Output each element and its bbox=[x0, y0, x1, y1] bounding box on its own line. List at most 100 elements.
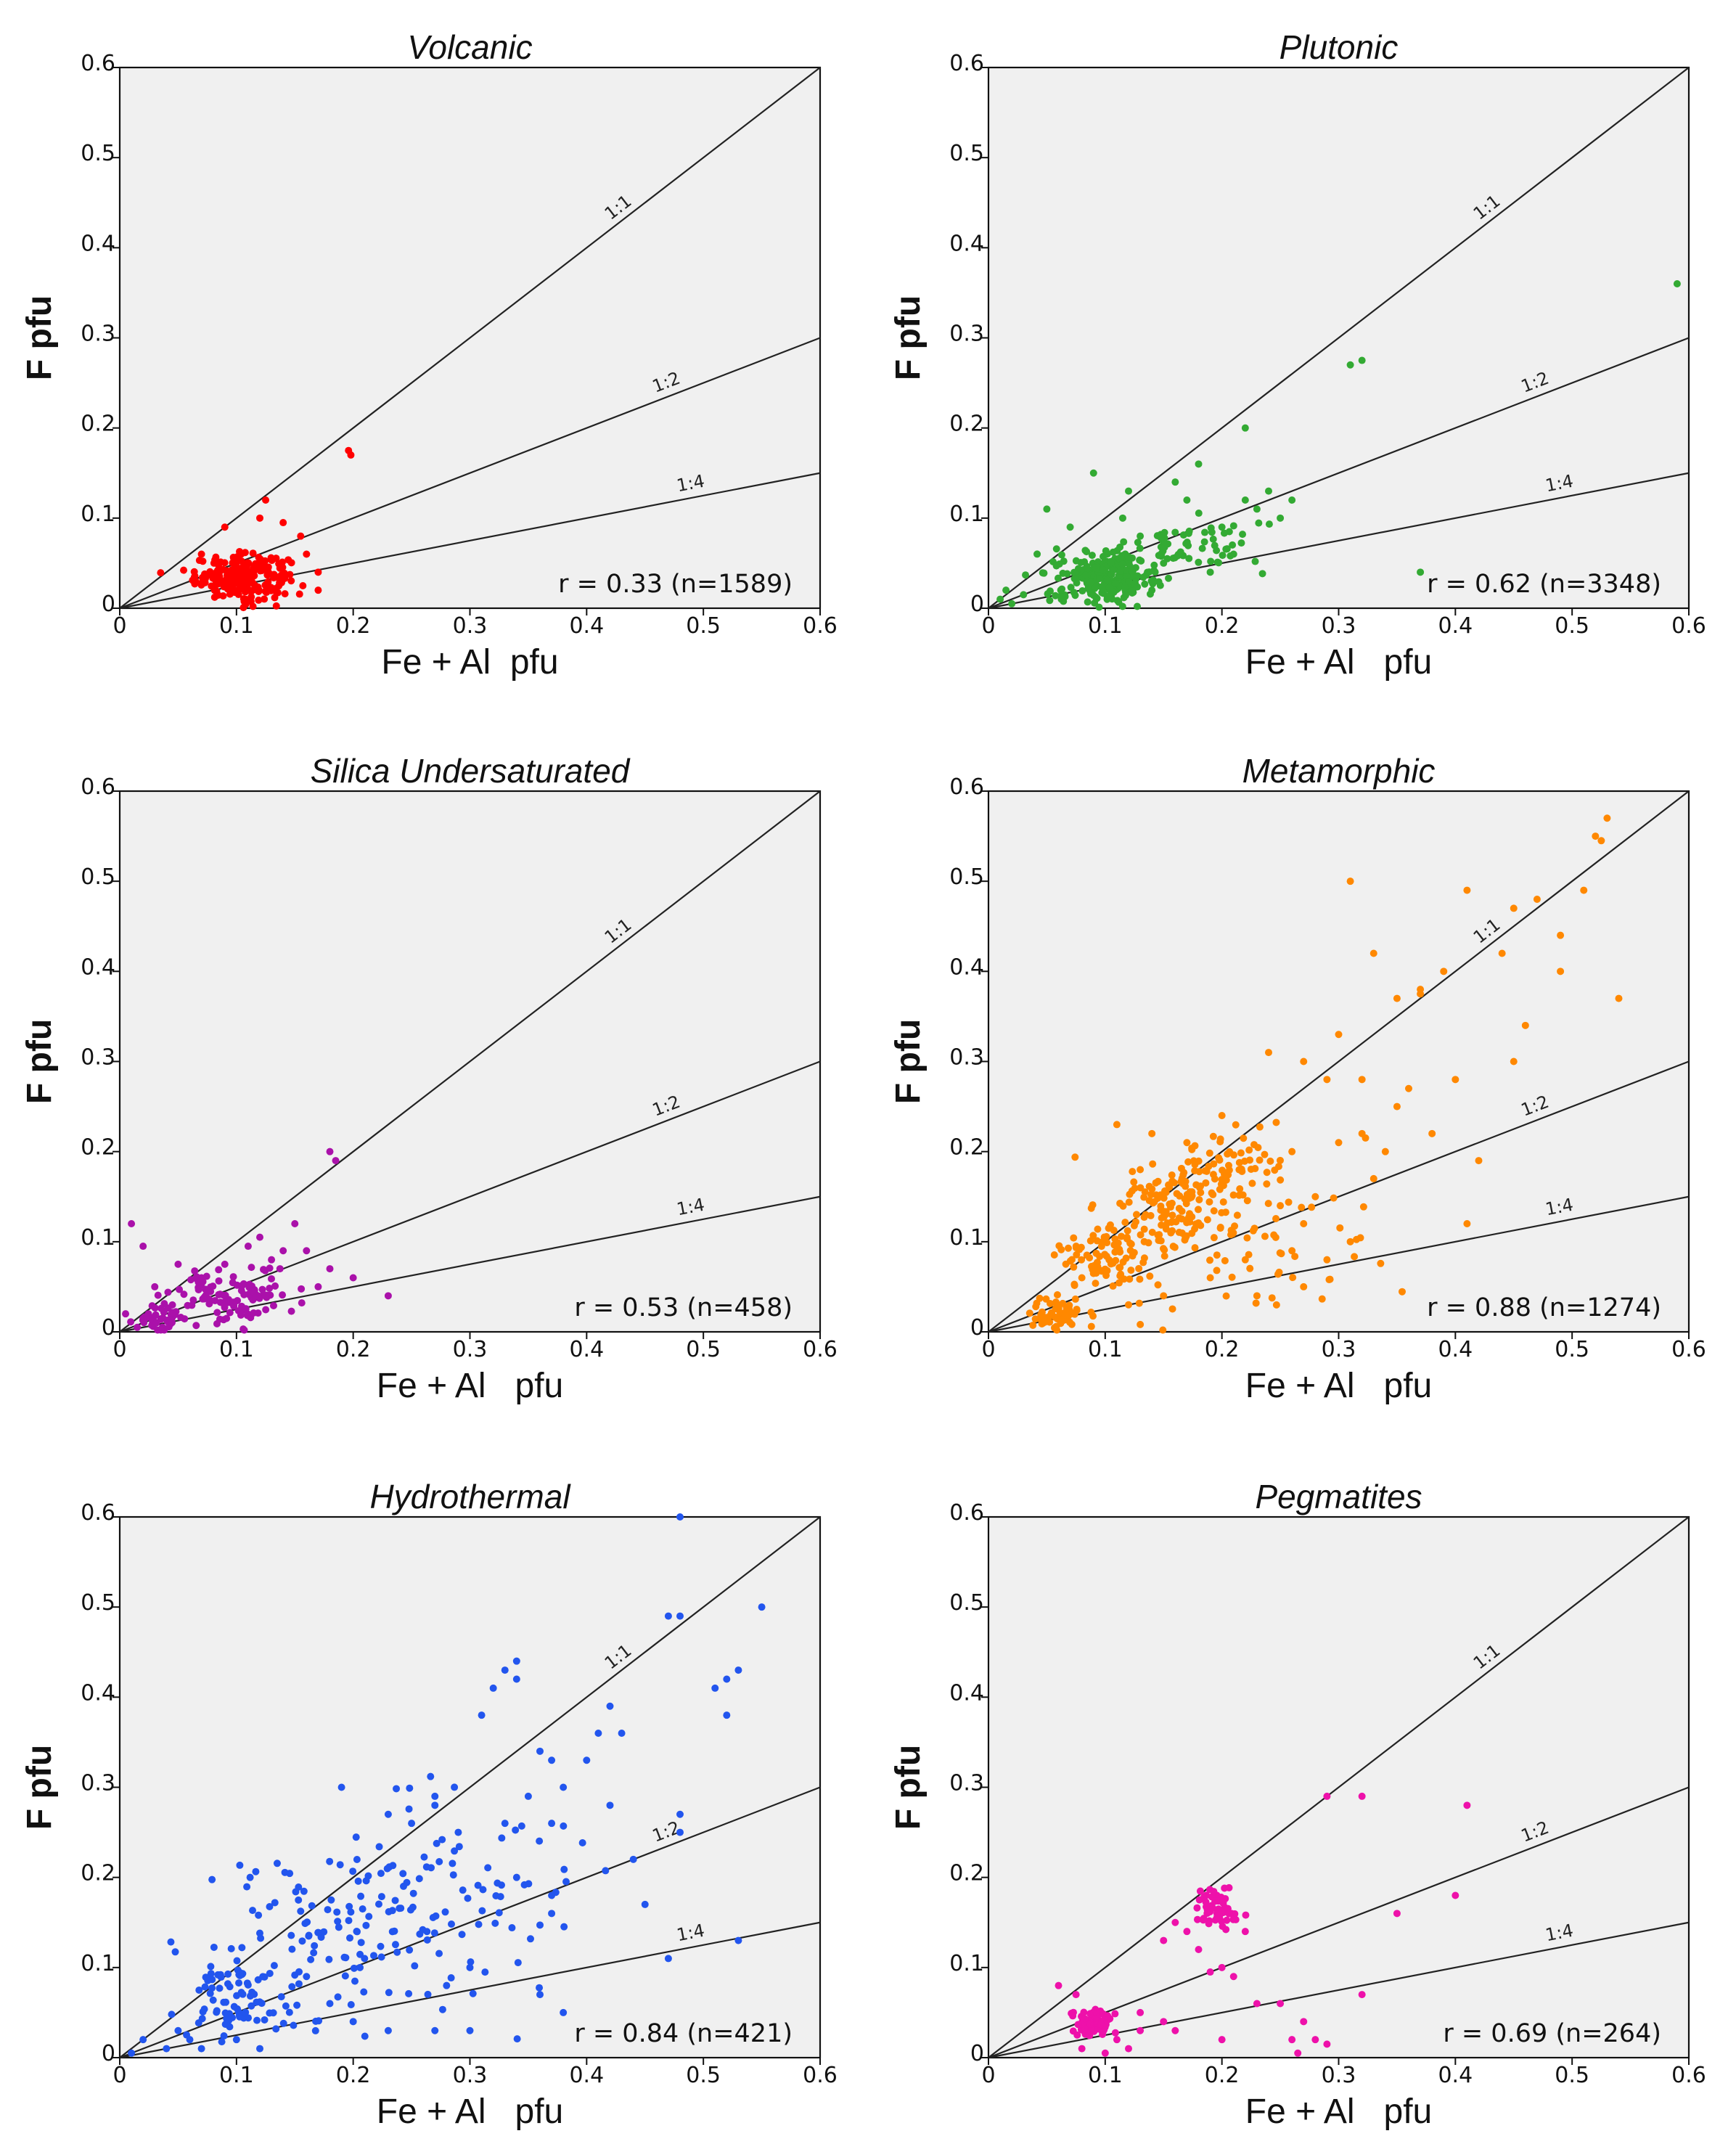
data-point bbox=[226, 590, 234, 598]
data-point bbox=[337, 1783, 345, 1791]
data-point bbox=[212, 553, 220, 561]
data-point bbox=[213, 587, 221, 595]
data-point bbox=[1160, 528, 1168, 536]
data-point bbox=[1121, 592, 1129, 600]
data-point bbox=[435, 1857, 443, 1865]
data-point bbox=[1125, 578, 1133, 586]
data-point bbox=[1463, 886, 1471, 894]
data-point bbox=[1229, 541, 1237, 549]
data-point bbox=[1150, 1198, 1158, 1206]
data-point bbox=[1369, 949, 1377, 957]
x-tick-label: 0.6 bbox=[1671, 613, 1706, 639]
data-point bbox=[1130, 1222, 1138, 1230]
data-point bbox=[210, 1943, 218, 1951]
data-point bbox=[1239, 531, 1247, 539]
data-point bbox=[1358, 1076, 1366, 1084]
x-tick-label: 0.2 bbox=[336, 1337, 371, 1362]
data-point bbox=[157, 1304, 165, 1312]
x-tick-label: 0.5 bbox=[1555, 613, 1589, 639]
data-point bbox=[1218, 1208, 1226, 1216]
data-point bbox=[1052, 1298, 1060, 1306]
data-point bbox=[1102, 1272, 1110, 1280]
data-point bbox=[180, 1290, 188, 1298]
data-point bbox=[1208, 528, 1216, 536]
data-point bbox=[1053, 1290, 1061, 1298]
data-point bbox=[1070, 589, 1078, 597]
data-point bbox=[377, 1893, 385, 1901]
data-point bbox=[455, 1843, 463, 1851]
data-point bbox=[1141, 580, 1149, 588]
data-point bbox=[1068, 1320, 1076, 1328]
data-point bbox=[1358, 356, 1366, 364]
data-point bbox=[281, 590, 289, 598]
data-point bbox=[1294, 2049, 1302, 2057]
y-tick-label: 0.3 bbox=[81, 1045, 115, 1071]
data-point bbox=[1191, 1161, 1199, 1169]
data-point bbox=[1205, 1198, 1213, 1206]
y-tick-label: 0.2 bbox=[949, 1135, 984, 1161]
data-point bbox=[734, 1666, 742, 1674]
data-point bbox=[478, 1907, 486, 1915]
data-point bbox=[1240, 1134, 1248, 1142]
data-point bbox=[1089, 592, 1097, 600]
data-point bbox=[186, 2036, 194, 2044]
data-point bbox=[1238, 1167, 1246, 1175]
y-tick-label: 0.1 bbox=[81, 502, 115, 527]
data-point bbox=[1129, 568, 1137, 576]
data-point bbox=[1255, 519, 1263, 527]
data-point bbox=[1112, 579, 1120, 587]
data-point bbox=[247, 588, 255, 596]
data-point bbox=[431, 1801, 439, 1809]
data-point bbox=[295, 1896, 303, 1904]
data-point bbox=[324, 1906, 332, 1914]
data-point bbox=[1377, 1259, 1385, 1267]
data-point bbox=[223, 1314, 231, 1322]
data-point bbox=[1123, 1227, 1131, 1235]
data-point bbox=[1110, 1227, 1118, 1235]
data-point bbox=[1070, 1280, 1078, 1288]
data-point bbox=[1147, 1211, 1155, 1219]
data-point bbox=[243, 1979, 251, 1987]
data-point bbox=[1125, 487, 1132, 495]
data-point bbox=[167, 1938, 175, 1946]
data-point bbox=[1225, 1910, 1233, 1918]
data-point bbox=[1210, 1207, 1218, 1215]
data-point bbox=[481, 1968, 489, 1976]
x-tick-label: 0.1 bbox=[219, 613, 254, 639]
data-point bbox=[1130, 1178, 1138, 1186]
data-point bbox=[1157, 534, 1165, 542]
data-point bbox=[1265, 1049, 1272, 1057]
data-point bbox=[305, 1931, 313, 1939]
data-point bbox=[1207, 557, 1215, 565]
data-point bbox=[441, 1908, 449, 1916]
data-point bbox=[176, 1285, 184, 1293]
data-point bbox=[1242, 1911, 1250, 1919]
x-tick-label: 0.3 bbox=[453, 1337, 488, 1362]
data-point bbox=[237, 1969, 245, 1977]
data-point bbox=[310, 1949, 318, 1957]
data-point bbox=[1168, 1211, 1176, 1219]
data-point bbox=[1272, 1118, 1280, 1126]
data-point bbox=[215, 1277, 223, 1285]
data-point bbox=[195, 557, 203, 565]
data-point bbox=[202, 1292, 210, 1300]
data-point bbox=[1463, 1801, 1471, 1809]
x-axis-label: Fe + Al pfu bbox=[1245, 1367, 1432, 1405]
data-point bbox=[1096, 1253, 1104, 1261]
data-point bbox=[1157, 1202, 1165, 1210]
data-point bbox=[221, 559, 229, 567]
data-point bbox=[222, 1998, 230, 2006]
data-point bbox=[1096, 575, 1104, 583]
data-point bbox=[399, 1870, 407, 1878]
data-point bbox=[242, 2008, 250, 2016]
data-point bbox=[536, 1921, 544, 1929]
y-tick-label: 0.2 bbox=[949, 1861, 984, 1886]
y-tick-label: 0.6 bbox=[949, 51, 984, 76]
scatter-points bbox=[1055, 1792, 1471, 2057]
data-point bbox=[1218, 1112, 1226, 1119]
data-point bbox=[240, 597, 248, 605]
data-point bbox=[1256, 1123, 1264, 1131]
data-point bbox=[1002, 586, 1010, 594]
y-tick-label: 0.4 bbox=[949, 954, 984, 980]
data-point bbox=[1033, 1299, 1041, 1307]
